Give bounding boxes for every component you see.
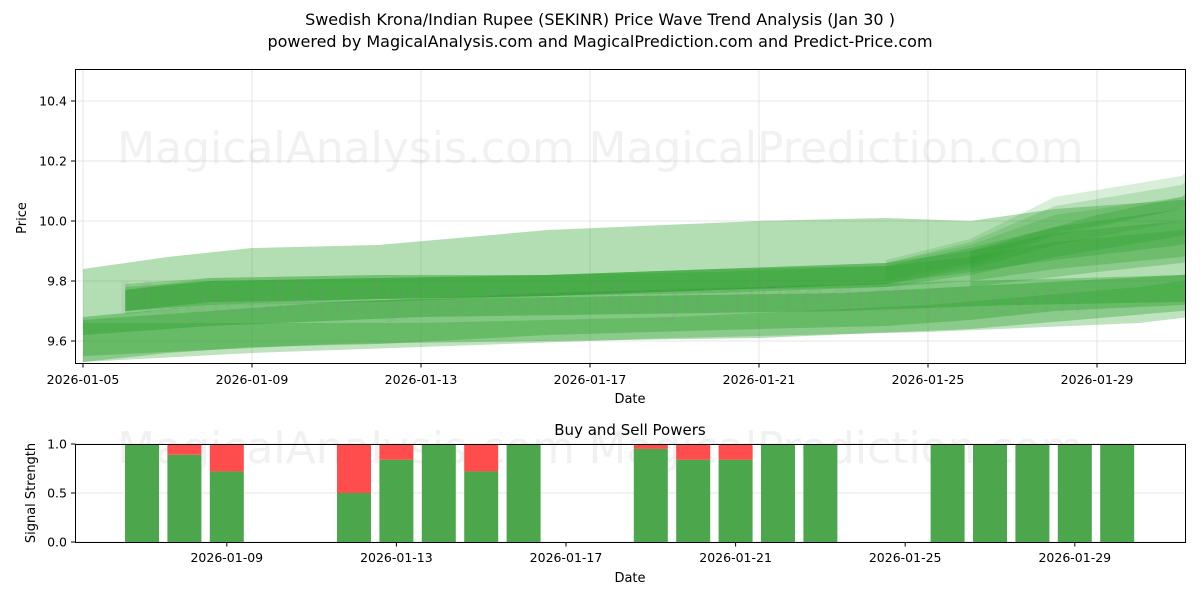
price-band (970, 195, 1185, 287)
sub-y-ticks: 0.0 0.5 1.0 (47, 437, 76, 550)
sell-bar (464, 444, 499, 472)
sub-chart-title: Buy and Sell Powers (554, 421, 706, 439)
buy-sell-power-plot: Buy and Sell Powers 2026-01-09 2026-01-13… (24, 421, 1186, 586)
y-tick-label: 9.8 (47, 274, 67, 289)
sell-bar (676, 444, 711, 460)
buy-bar (464, 471, 499, 542)
chart-subtitle: powered by MagicalAnalysis.com and Magic… (267, 32, 933, 51)
buy-sell-bars (125, 444, 1135, 542)
x-tick-label: 2026-01-29 (1061, 372, 1134, 387)
sell-bar (337, 444, 371, 493)
buy-bar (930, 444, 965, 542)
price-band (125, 219, 1185, 311)
price-band (83, 274, 1185, 335)
price-wave-plot: 2026-01-05 2026-01-09 2026-01-13 2026-01-17… (15, 69, 1186, 407)
buy-bar (337, 493, 371, 542)
buy-bar (1015, 444, 1050, 542)
sell-bar (379, 444, 414, 460)
y-tick-label: 10.4 (39, 94, 67, 109)
x-tick-label: 2026-01-09 (190, 550, 263, 565)
buy-bar (633, 448, 668, 542)
watermark-prediction-mid: MagicalPrediction.com (589, 273, 1084, 324)
x-tick-label: 2026-01-09 (216, 372, 289, 387)
y-tick-label: 9.6 (47, 334, 67, 349)
x-tick-label: 2026-01-25 (869, 550, 942, 565)
price-bands (83, 173, 1185, 362)
main-grid (76, 70, 1185, 363)
y-tick-label: 10.2 (39, 154, 67, 169)
x-tick-label: 2026-01-17 (530, 550, 603, 565)
buy-bar (718, 459, 753, 542)
main-y-axis-label: Price (15, 202, 30, 234)
watermark-analysis-mid: MagicalAnalysis.com (117, 273, 575, 324)
y-tick-label: 1.0 (47, 437, 67, 452)
x-tick-label: 2026-01-17 (554, 372, 627, 387)
y-tick-label: 10.0 (39, 214, 67, 229)
sell-bar (209, 444, 244, 472)
price-band (83, 200, 1185, 362)
y-tick-label: 0.5 (47, 486, 67, 501)
sell-bar (633, 444, 668, 449)
x-tick-label: 2026-01-21 (699, 550, 772, 565)
sell-bar (718, 444, 753, 460)
buy-bar (379, 459, 414, 542)
main-y-ticks: 9.6 9.8 10.0 10.2 10.4 (39, 94, 76, 349)
buy-bar (1100, 444, 1135, 542)
y-tick-label: 0.0 (47, 535, 67, 550)
sub-x-axis-label: Date (614, 571, 645, 586)
buy-bar (676, 459, 711, 542)
price-band (885, 173, 1185, 281)
buy-bar (803, 444, 838, 542)
price-band (125, 182, 1185, 311)
watermark-analysis-top: MagicalAnalysis.com (117, 123, 575, 174)
main-axes-frame (75, 69, 1186, 364)
buy-bar (421, 444, 456, 542)
chart-title: Swedish Krona/Indian Rupee (SEKINR) Pric… (305, 10, 895, 29)
buy-bar (1057, 444, 1092, 542)
watermarks: MagicalAnalysis.com MagicalPrediction.co… (117, 123, 1083, 474)
price-band (83, 274, 1185, 356)
watermark-prediction-top: MagicalPrediction.com (589, 123, 1084, 174)
x-tick-label: 2026-01-13 (360, 550, 433, 565)
sell-bar (167, 444, 202, 455)
x-tick-label: 2026-01-13 (385, 372, 458, 387)
sub-x-ticks: 2026-01-09 2026-01-13 2026-01-17 2026-01-21… (190, 542, 1111, 565)
price-band (125, 207, 1185, 314)
buy-bar (209, 471, 244, 542)
buy-bar (761, 444, 795, 542)
main-x-ticks: 2026-01-05 2026-01-09 2026-01-13 2026-01-17… (47, 363, 1134, 387)
x-tick-label: 2026-01-05 (47, 372, 120, 387)
sub-y-axis-label: Signal Strength (24, 443, 39, 543)
buy-bar (506, 444, 541, 542)
x-tick-label: 2026-01-21 (723, 372, 796, 387)
price-band (125, 194, 1185, 311)
buy-bar (167, 454, 202, 542)
price-band (125, 229, 1185, 311)
x-tick-label: 2026-01-29 (1038, 550, 1111, 565)
buy-bar (973, 444, 1007, 542)
x-tick-label: 2026-01-25 (892, 372, 965, 387)
price-band (83, 280, 1185, 362)
buy-bar (125, 444, 159, 542)
main-x-axis-label: Date (614, 392, 645, 407)
